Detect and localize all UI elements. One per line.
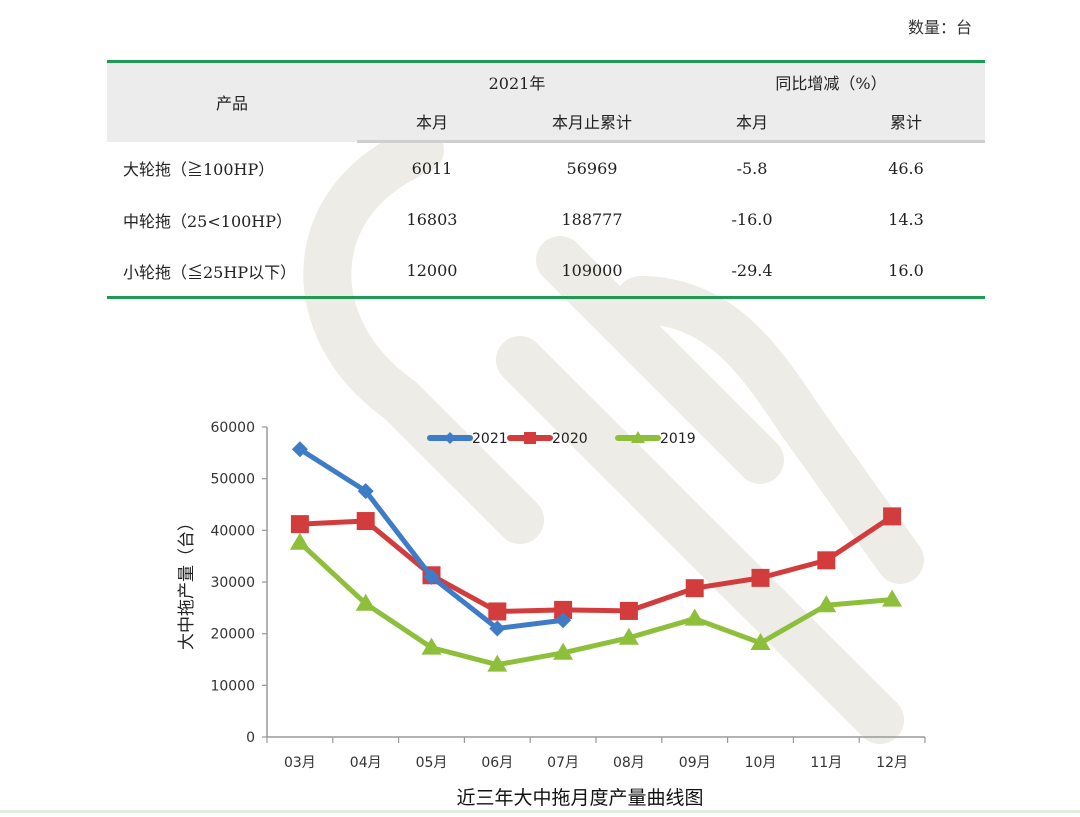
data-point — [554, 600, 573, 619]
line-chart: 0 10000 20000 30000 40000 50000 60000 03月 04月 05月… — [0, 300, 1080, 813]
data-point — [291, 441, 308, 458]
chart-svg: 0 10000 20000 30000 40000 50000 60000 03月 04月 05月… — [177, 420, 926, 809]
x-tick-label: 05月 — [416, 755, 448, 771]
product-name: 大轮拖（≧100HP） — [123, 159, 275, 179]
data-point — [423, 568, 440, 585]
month-value: 12000 — [357, 245, 507, 299]
y-tick-label: 50000 — [210, 472, 255, 488]
chart-title: 近三年大中拖月度产量曲线图 — [456, 787, 703, 809]
data-point — [685, 579, 704, 598]
data-point — [355, 593, 376, 611]
data-point — [489, 620, 506, 637]
y-tick-label: 0 — [246, 730, 255, 746]
data-point — [488, 602, 507, 621]
month-value: 16803 — [406, 210, 458, 229]
header-2021: 2021年 — [357, 60, 677, 101]
table-row: 中轮拖（25<100HP） 16803 188777 -16.0 14.3 — [107, 194, 985, 245]
yoy-month-value: -29.4 — [677, 245, 827, 299]
y-tick-label: 30000 — [210, 575, 255, 591]
x-tick-label: 03月 — [284, 755, 316, 771]
data-point — [750, 632, 771, 650]
data-point — [751, 568, 770, 587]
x-tick-label: 10月 — [745, 755, 777, 771]
data-point — [618, 627, 639, 645]
header-yoy: 同比增减（%） — [677, 60, 985, 101]
legend-label: 2020 — [552, 431, 588, 447]
table-row: 小轮拖（≦25HP以下） 12000 109000 -29.4 16.0 — [107, 245, 985, 299]
bottom-divider — [0, 810, 1080, 813]
header-product: 产品 — [107, 60, 357, 142]
series-line-2019 — [298, 540, 893, 668]
data-point — [421, 637, 442, 655]
data-point — [817, 551, 836, 570]
y-tick-label: 10000 — [210, 678, 255, 694]
y-tick-label: 20000 — [210, 627, 255, 643]
yoy-cumulative-value: 16.0 — [827, 245, 985, 299]
header-cumulative: 本月止累计 — [507, 101, 677, 143]
legend-label: 2019 — [660, 431, 696, 447]
data-point — [553, 642, 574, 660]
x-tick-label: 11月 — [810, 755, 842, 771]
x-tick-label: 04月 — [350, 755, 382, 771]
data-point — [555, 612, 572, 629]
data-point — [684, 608, 705, 626]
unit-note: 数量：台 — [907, 18, 972, 37]
yoy-month-value: -16.0 — [731, 210, 773, 229]
data-point — [356, 512, 375, 531]
y-tick-label: 40000 — [210, 523, 255, 539]
data-point — [290, 515, 309, 534]
cumulative-value: 188777 — [561, 210, 623, 229]
header-yoy-month: 本月 — [677, 101, 827, 143]
x-tick-label: 08月 — [613, 755, 645, 771]
data-point — [883, 507, 902, 526]
cumulative-value: 56969 — [566, 159, 618, 178]
x-tick-label: 07月 — [547, 755, 579, 771]
yoy-month-value: -5.8 — [736, 159, 768, 178]
yoy-cumulative-value: 14.3 — [888, 210, 924, 229]
y-tick-label: 60000 — [210, 420, 255, 436]
legend-label: 2021 — [472, 431, 508, 447]
product-name: 小轮拖（≦25HP以下） — [107, 245, 357, 299]
data-point — [487, 654, 508, 672]
month-value: 6011 — [411, 159, 453, 178]
x-tick-label: 06月 — [481, 755, 513, 771]
data-point — [816, 595, 837, 613]
x-tick-label: 09月 — [679, 755, 711, 771]
header-yoy-cumulative: 累计 — [827, 101, 985, 143]
data-point — [357, 483, 374, 500]
series-line-2021 — [298, 447, 564, 631]
y-axis-title: 大中拖产量（台） — [177, 514, 197, 650]
data-point — [289, 532, 310, 550]
x-tick-label: 12月 — [876, 755, 908, 771]
production-table: 产品 2021年 同比增减（%） 本月 本月止累计 本月 累计 大轮拖（≧100… — [107, 60, 985, 299]
cumulative-value: 109000 — [507, 245, 677, 299]
data-point — [882, 589, 903, 607]
table-row: 大轮拖（≧100HP） 6011 56969 -5.8 46.6 — [107, 142, 985, 195]
yoy-cumulative-value: 46.6 — [888, 159, 924, 178]
series-line-2020 — [299, 514, 894, 614]
header-month: 本月 — [357, 101, 507, 143]
product-name: 中轮拖（25<100HP） — [123, 211, 293, 231]
data-point — [619, 601, 638, 620]
